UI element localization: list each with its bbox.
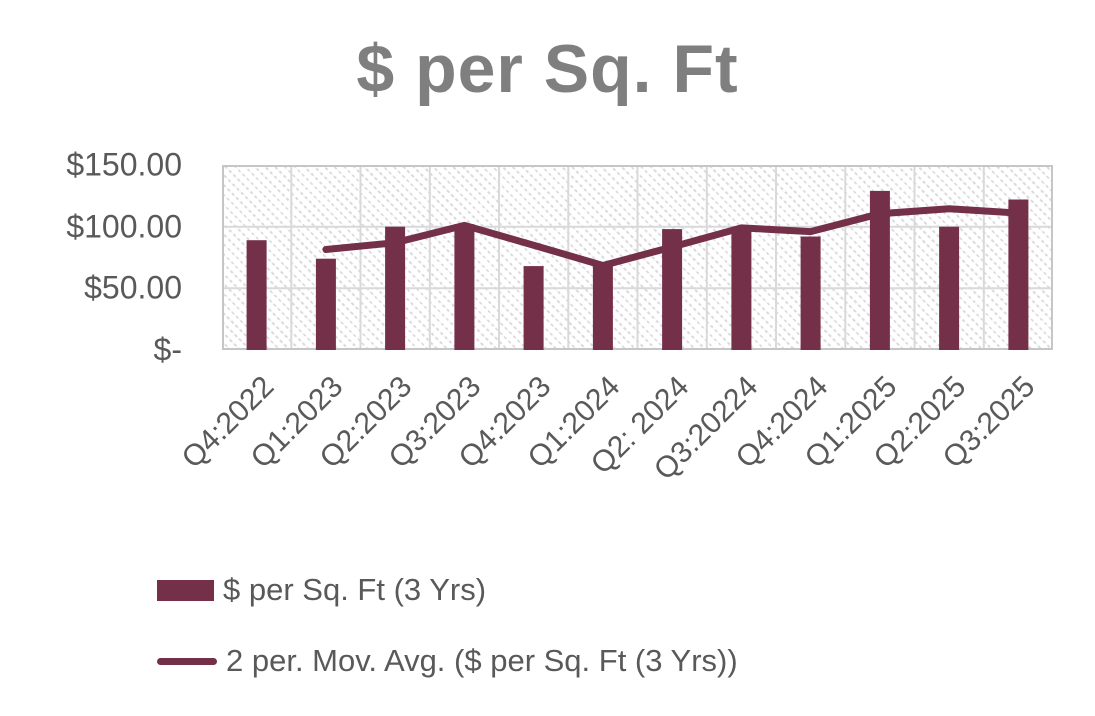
bar: [246, 240, 267, 350]
plot-area: [222, 165, 1053, 350]
y-tick-label: $100.00: [66, 208, 182, 245]
x-axis: Q4:2022 Q1:2023 Q2:2023 Q3:2023 Q4:2023 Q1:20…: [175, 358, 1053, 528]
plot-svg: [222, 165, 1053, 350]
chart-title: $ per Sq. Ft: [356, 31, 739, 107]
bar: [592, 264, 613, 350]
bar: [731, 226, 752, 350]
bar: [800, 236, 821, 350]
legend-item-line-series: 2 per. Mov. Avg. ($ per Sq. Ft (3 Yrs)): [157, 641, 738, 681]
legend: $ per Sq. Ft (3 Yrs) 2 per. Mov. Avg. ($…: [157, 570, 738, 681]
legend-item-bar-series: $ per Sq. Ft (3 Yrs): [157, 570, 738, 610]
y-tick-label: $-: [153, 331, 182, 368]
legend-label-line-series: 2 per. Mov. Avg. ($ per Sq. Ft (3 Yrs)): [226, 643, 738, 678]
moving-average-line: [322, 205, 1022, 269]
bar: [1008, 199, 1029, 350]
plot-border: [222, 165, 1053, 350]
legend-label-bar-series: $ per Sq. Ft (3 Yrs): [223, 572, 487, 607]
bar: [385, 226, 406, 350]
bar: [454, 224, 475, 350]
y-tick-label: $50.00: [84, 269, 182, 306]
bar: [939, 226, 960, 350]
y-axis: $150.00 $100.00 $50.00 $-: [0, 147, 192, 368]
line-series-swatch-icon: [157, 657, 217, 665]
bar: [869, 190, 890, 350]
bar: [315, 258, 336, 350]
bar: [523, 266, 544, 350]
bar: [662, 229, 683, 350]
y-tick-label: $150.00: [66, 146, 182, 183]
bar-series-swatch-icon: [157, 579, 214, 601]
